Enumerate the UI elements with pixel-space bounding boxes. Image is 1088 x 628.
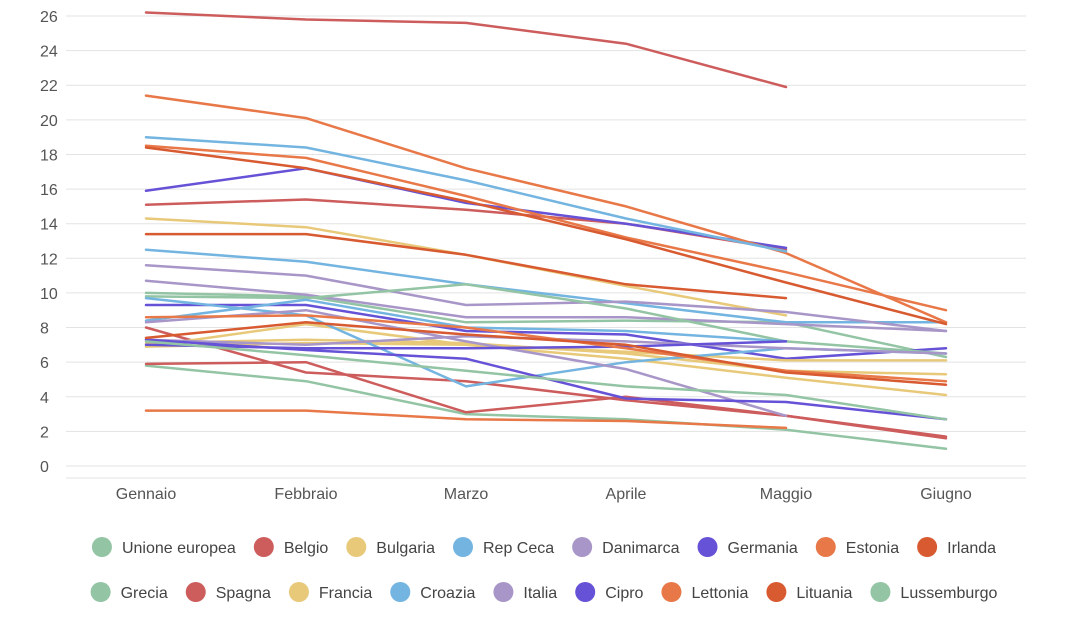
series-line-unlabeled-23 [144,308,788,418]
series-line-lettonia [144,144,948,312]
legend-swatch [185,582,206,602]
series-line-estonia [144,94,948,324]
legend-item-italia[interactable]: Italia [493,582,557,602]
series-line-grecia [144,364,948,450]
legend-label: Francia [319,585,372,602]
x-tick-label: Gennaio [116,486,177,503]
legend-item-cipro[interactable]: Cipro [575,582,644,602]
legend-item-croazia[interactable]: Croazia [390,582,476,602]
legend-swatch [253,537,274,557]
series-line-unione-europea [144,291,948,359]
legend-label: Unione europea [122,540,236,557]
legend-label: Irlanda [947,540,996,557]
series-line-lituania [144,146,948,326]
series-lines [144,11,948,450]
legend-label: Grecia [121,585,168,602]
series-line-germania [144,167,788,250]
series-line-danimarca [144,263,948,333]
legend-label: Rep Ceca [483,540,554,557]
series-line-unlabeled-29 [144,321,948,386]
legend-item-lussemburgo[interactable]: Lussemburgo [870,582,997,602]
series-line-lussemburgo [144,283,948,355]
y-tick-label: 20 [40,113,58,130]
legend-item-rep-ceca[interactable]: Rep Ceca [453,537,554,557]
series-line-unlabeled-28 [144,409,788,430]
y-tick-label: 14 [40,217,58,234]
legend-label: Belgio [284,540,329,557]
legend-swatch [91,537,112,557]
legend-item-francia[interactable]: Francia [288,582,372,602]
legend-item-estonia[interactable]: Estonia [815,537,899,557]
legend-label: Cipro [605,585,643,602]
legend-item-lituania[interactable]: Lituania [766,582,853,602]
y-tick-label: 10 [40,286,58,303]
legend-swatch [493,582,514,602]
legend-item-grecia[interactable]: Grecia [90,582,168,602]
legend-item-unione-europea[interactable]: Unione europea [91,537,236,557]
legend-swatch [390,582,411,602]
y-tick-label: 24 [40,44,58,61]
series-line-cipro [144,303,948,360]
legend-swatch [453,537,473,557]
legend-label: Estonia [846,540,899,557]
series-line-unlabeled-19 [144,322,948,397]
legend-item-bulgaria[interactable]: Bulgaria [346,537,435,557]
series-line-unlabeled-27 [144,314,948,383]
legend-label: Germania [728,540,798,557]
series-line-unlabeled-26 [144,340,788,350]
y-tick-label: 0 [40,459,49,476]
series-line-irlanda [144,232,788,300]
y-tick-label: 18 [40,147,58,164]
y-tick-label: 12 [40,251,58,268]
legend-swatch [575,582,596,602]
legend-swatch [815,537,836,557]
legend-item-belgio[interactable]: Belgio [253,537,329,557]
legend-label: Lituania [796,585,852,602]
x-tick-label: Aprile [606,486,647,503]
legend-swatch [917,537,938,557]
legend-swatch [870,582,891,602]
legend-label: Lussemburgo [900,585,997,602]
legend-item-lettonia[interactable]: Lettonia [661,582,748,602]
y-tick-label: 26 [40,9,58,26]
legend-label: Danimarca [602,540,679,557]
y-tick-label: 4 [40,390,49,407]
y-tick-label: 2 [40,424,49,441]
legend-swatch [697,537,718,557]
legend-swatch [90,582,111,602]
legend-swatch [766,582,787,602]
y-tick-label: 6 [40,355,49,372]
legend-item-spagna[interactable]: Spagna [185,582,271,602]
legend-label: Italia [523,585,557,602]
legend-item-germania[interactable]: Germania [697,537,798,557]
x-axis-tick-labels: Gennaio Febbraio Marzo Aprile Maggio Giugno [116,486,972,503]
series-line-croazia [144,135,788,253]
series-line-spagna [144,11,788,89]
series-line-rep-ceca [144,248,948,324]
legend-label: Spagna [216,585,271,602]
x-tick-label: Giugno [920,486,972,503]
y-tick-label: 8 [40,321,49,338]
legend-label: Croazia [420,585,475,602]
legend-item-danimarca[interactable]: Danimarca [572,537,680,557]
x-tick-label: Febbraio [274,486,337,503]
x-tick-label: Marzo [444,486,489,503]
y-tick-label: 22 [40,78,58,95]
series-line-unlabeled-30 [144,340,948,421]
legend-label: Lettonia [691,585,748,602]
legend-item-irlanda[interactable]: Irlanda [917,537,996,557]
legend: Unione europea Belgio Bulgaria Rep Ceca Dani… [90,537,997,602]
series-line-italia [144,279,948,333]
legend-label: Bulgaria [376,540,435,557]
series-line-unlabeled-18 [144,326,948,440]
legend-swatch [288,582,309,602]
x-tick-label: Maggio [760,486,813,503]
legend-swatch [661,582,682,602]
legend-swatch [572,537,593,557]
y-tick-label: 16 [40,182,58,199]
legend-swatch [346,537,367,557]
